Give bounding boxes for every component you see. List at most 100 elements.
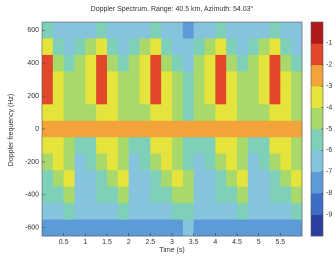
heatmap-cell: [140, 137, 151, 154]
heatmap-cell: [226, 22, 237, 39]
heatmap-cell: [291, 88, 302, 105]
heatmap-cell: [53, 137, 64, 154]
heatmap-cell: [183, 121, 194, 138]
heatmap-cell: [107, 154, 118, 171]
heatmap-cell: [96, 22, 107, 39]
heatmap-cell: [140, 22, 151, 39]
heatmap-cell: [64, 104, 75, 121]
colorbar-tick-label: -6: [326, 147, 332, 154]
heatmap-cell: [237, 220, 248, 237]
heatmap-cell: [64, 220, 75, 237]
heatmap-cell: [53, 55, 64, 72]
heatmap-cell: [183, 137, 194, 154]
heatmap-cell: [85, 71, 96, 88]
x-tick-label: 5: [257, 239, 261, 246]
heatmap-cell: [259, 220, 270, 237]
heatmap-cell: [248, 187, 259, 204]
heatmap-cell: [129, 154, 140, 171]
heatmap-cell: [107, 170, 118, 187]
heatmap-cell: [96, 170, 107, 187]
heatmap-cell: [291, 121, 302, 138]
colorbar-segment: [311, 193, 323, 215]
heatmap-cell: [194, 38, 205, 55]
heatmap-cell: [75, 38, 86, 55]
heatmap-cell: [150, 170, 161, 187]
heatmap-cell: [248, 38, 259, 55]
colorbar-segment: [311, 108, 323, 130]
heatmap-cell: [107, 121, 118, 138]
heatmap-cell: [226, 121, 237, 138]
heatmap-cell: [226, 104, 237, 121]
heatmap-cell: [118, 137, 129, 154]
heatmap-cell: [118, 22, 129, 39]
heatmap-cell: [280, 187, 291, 204]
heatmap-cell: [226, 170, 237, 187]
heatmap-cell: [64, 203, 75, 220]
heatmap-cell: [85, 203, 96, 220]
x-axis-label: Time (s): [159, 247, 184, 254]
heatmap-cell: [107, 220, 118, 237]
heatmap-cell: [75, 220, 86, 237]
heatmap-cell: [118, 38, 129, 55]
heatmap-cell: [75, 170, 86, 187]
heatmap-cell: [280, 121, 291, 138]
x-tick-label: 1: [83, 239, 87, 246]
y-tick-label: -200: [25, 159, 39, 166]
colorbar-tick-label: -2: [326, 62, 332, 69]
heatmap-cell: [205, 88, 216, 105]
heatmap-cell: [194, 121, 205, 138]
heatmap-cell: [107, 203, 118, 220]
heatmap-cell: [248, 88, 259, 105]
heatmap-cell: [129, 55, 140, 72]
heatmap-cell: [53, 38, 64, 55]
heatmap-cell: [53, 187, 64, 204]
heatmap-cell: [205, 104, 216, 121]
colorbar-tick-label: -4: [326, 104, 332, 111]
heatmap-cell: [96, 71, 107, 88]
heatmap-cell: [118, 55, 129, 72]
heatmap-cell: [248, 137, 259, 154]
heatmap-cell: [205, 203, 216, 220]
heatmap-cell: [205, 22, 216, 39]
heatmap-cell: [183, 104, 194, 121]
heatmap-cell: [85, 55, 96, 72]
heatmap-cell: [75, 203, 86, 220]
heatmap-cell: [118, 154, 129, 171]
heatmap-cell: [291, 104, 302, 121]
heatmap-cell: [140, 88, 151, 105]
y-tick-label: -600: [25, 225, 39, 232]
heatmap-cell: [259, 170, 270, 187]
x-tick-label: 4: [213, 239, 217, 246]
heatmap-cell: [53, 220, 64, 237]
heatmap-cell: [237, 104, 248, 121]
colorbar-segment: [311, 172, 323, 194]
heatmap-cell: [85, 170, 96, 187]
heatmap-cell: [42, 38, 53, 55]
heatmap-cell: [172, 187, 183, 204]
heatmap-cell: [129, 22, 140, 39]
heatmap-cell: [248, 154, 259, 171]
heatmap-cell: [129, 38, 140, 55]
heatmap-cell: [194, 203, 205, 220]
heatmap-cell: [270, 22, 281, 39]
heatmap-cell: [194, 71, 205, 88]
heatmap-cell: [150, 203, 161, 220]
heatmap-cell: [280, 22, 291, 39]
heatmap-cell: [194, 187, 205, 204]
colorbar-tick-label: -1: [326, 40, 332, 47]
heatmap-cell: [215, 38, 226, 55]
heatmap-cell: [161, 121, 172, 138]
heatmap-cell: [85, 121, 96, 138]
heatmap-cell: [291, 220, 302, 237]
heatmap-cell: [270, 121, 281, 138]
heatmap-cell: [64, 22, 75, 39]
heatmap-cell: [172, 55, 183, 72]
heatmap-cell: [215, 170, 226, 187]
heatmap-cell: [215, 121, 226, 138]
heatmap-cell: [75, 22, 86, 39]
heatmap-cell: [291, 137, 302, 154]
heatmap-cell: [140, 220, 151, 237]
heatmap-cell: [194, 137, 205, 154]
heatmap-cell: [194, 154, 205, 171]
heatmap-cell: [53, 154, 64, 171]
